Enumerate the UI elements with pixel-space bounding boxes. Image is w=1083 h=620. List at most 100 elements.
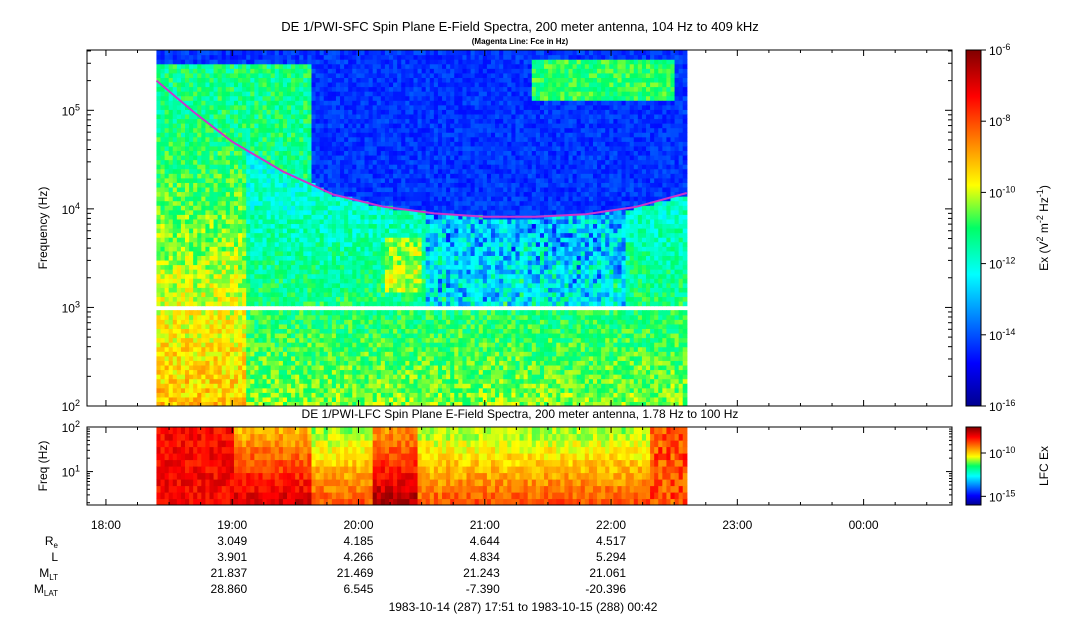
main-heat-cell [376, 191, 382, 197]
main-heat-cell [352, 364, 357, 371]
main-heat-cell [193, 228, 198, 234]
main-heat-cell [254, 177, 260, 183]
main-heat-cell [229, 337, 235, 343]
main-heat-cell [201, 214, 207, 220]
main-heat-cell [270, 401, 276, 406]
main-heat-cell [344, 360, 349, 366]
main-heat-cell [164, 91, 170, 97]
main-heat-cell [209, 392, 215, 398]
main-heat-cell [331, 141, 337, 147]
main-heat-cell [384, 159, 390, 165]
main-heat-cell [344, 228, 349, 234]
main-heat-cell [160, 141, 166, 147]
main-heat-cell [258, 109, 264, 115]
main-heat-cell [335, 228, 341, 234]
main-heat-cell [246, 291, 251, 298]
main-heat-cell [262, 123, 268, 129]
main-heat-cell [201, 200, 207, 206]
main-heat-cell [331, 392, 337, 398]
main-heat-cell [258, 81, 264, 88]
main-heat-cell [233, 269, 239, 275]
main-heat-cell [193, 113, 198, 120]
main-heat-cell [205, 278, 211, 284]
main-heat-cell [258, 223, 264, 229]
main-heat-cell [197, 159, 202, 165]
main-heat-cell [299, 232, 304, 238]
main-heat-cell [189, 182, 194, 188]
main-heat-cell [229, 223, 235, 229]
main-heat-cell [213, 118, 219, 124]
main-heat-cell [242, 383, 247, 389]
main-heat-cell [299, 250, 304, 256]
main-heat-cell [352, 223, 357, 229]
main-heat-cell [209, 332, 215, 339]
main-heat-cell [209, 77, 215, 83]
main-heat-cell [360, 145, 366, 152]
main-heat-cell [176, 387, 182, 393]
main-heat-cell [380, 136, 386, 142]
main-heat-cell [270, 81, 276, 88]
main-heat-cell [331, 337, 337, 343]
main-heat-cell [270, 100, 276, 106]
main-heat-cell [172, 81, 178, 88]
main-heat-cell [397, 214, 402, 220]
main-heat-cell [409, 200, 415, 206]
main-heat-cell [360, 310, 366, 316]
main-heat-cell [413, 164, 419, 170]
main-heat-cell [344, 301, 349, 307]
main-heat-cell [380, 383, 386, 389]
main-heat-cell [348, 255, 353, 261]
main-heat-cell [164, 223, 170, 229]
main-heat-cell [270, 328, 276, 334]
main-heat-cell [213, 132, 219, 138]
main-heat-cell [242, 77, 247, 83]
main-heat-cell [164, 50, 170, 56]
main-heat-cell [254, 250, 260, 256]
main-heat-cell [217, 127, 223, 133]
main-heat-cell [164, 232, 170, 238]
main-heat-cell [213, 287, 219, 293]
main-heat-cell [209, 214, 215, 220]
main-heat-cell [368, 332, 374, 339]
main-heat-cell [270, 369, 276, 375]
main-heat-cell [372, 214, 378, 220]
main-heat-cell [185, 287, 190, 293]
main-heat-cell [344, 145, 349, 152]
main-heat-cell [185, 228, 190, 234]
main-heat-cell [172, 278, 178, 284]
main-heat-cell [258, 145, 264, 152]
main-heat-cell [393, 392, 398, 398]
main-heat-cell [282, 113, 288, 120]
main-heat-cell [213, 278, 219, 284]
main-heat-cell [233, 168, 239, 174]
main-heat-cell [160, 54, 166, 60]
main-heat-cell [287, 145, 292, 152]
main-heat-cell [250, 86, 255, 92]
main-heat-cell [238, 50, 243, 56]
main-heat-cell [160, 159, 166, 165]
main-heat-cell [221, 214, 227, 220]
main-heat-cell [352, 173, 357, 179]
main-heat-cell [340, 104, 345, 110]
main-heat-cell [295, 314, 300, 320]
main-heat-cell [327, 246, 333, 252]
main-heat-cell [254, 196, 260, 202]
main-heat-cell [344, 191, 349, 197]
main-heat-cell [209, 118, 215, 124]
main-heat-cell [303, 164, 308, 170]
main-heat-cell [217, 63, 223, 69]
main-heat-cell [229, 278, 235, 284]
main-heat-cell [360, 196, 366, 202]
main-heat-cell [352, 136, 357, 142]
main-heat-cell [315, 287, 321, 293]
main-heat-cell [193, 154, 198, 161]
main-heat-cell [238, 323, 243, 330]
main-heat-cell [311, 214, 317, 220]
main-heat-cell [262, 396, 268, 403]
main-heat-cell [348, 401, 353, 406]
main-heat-cell [221, 136, 227, 142]
main-heat-cell [397, 346, 402, 352]
main-heat-cell [299, 200, 304, 206]
main-heat-cell [254, 310, 260, 316]
main-heat-cell [327, 145, 333, 152]
